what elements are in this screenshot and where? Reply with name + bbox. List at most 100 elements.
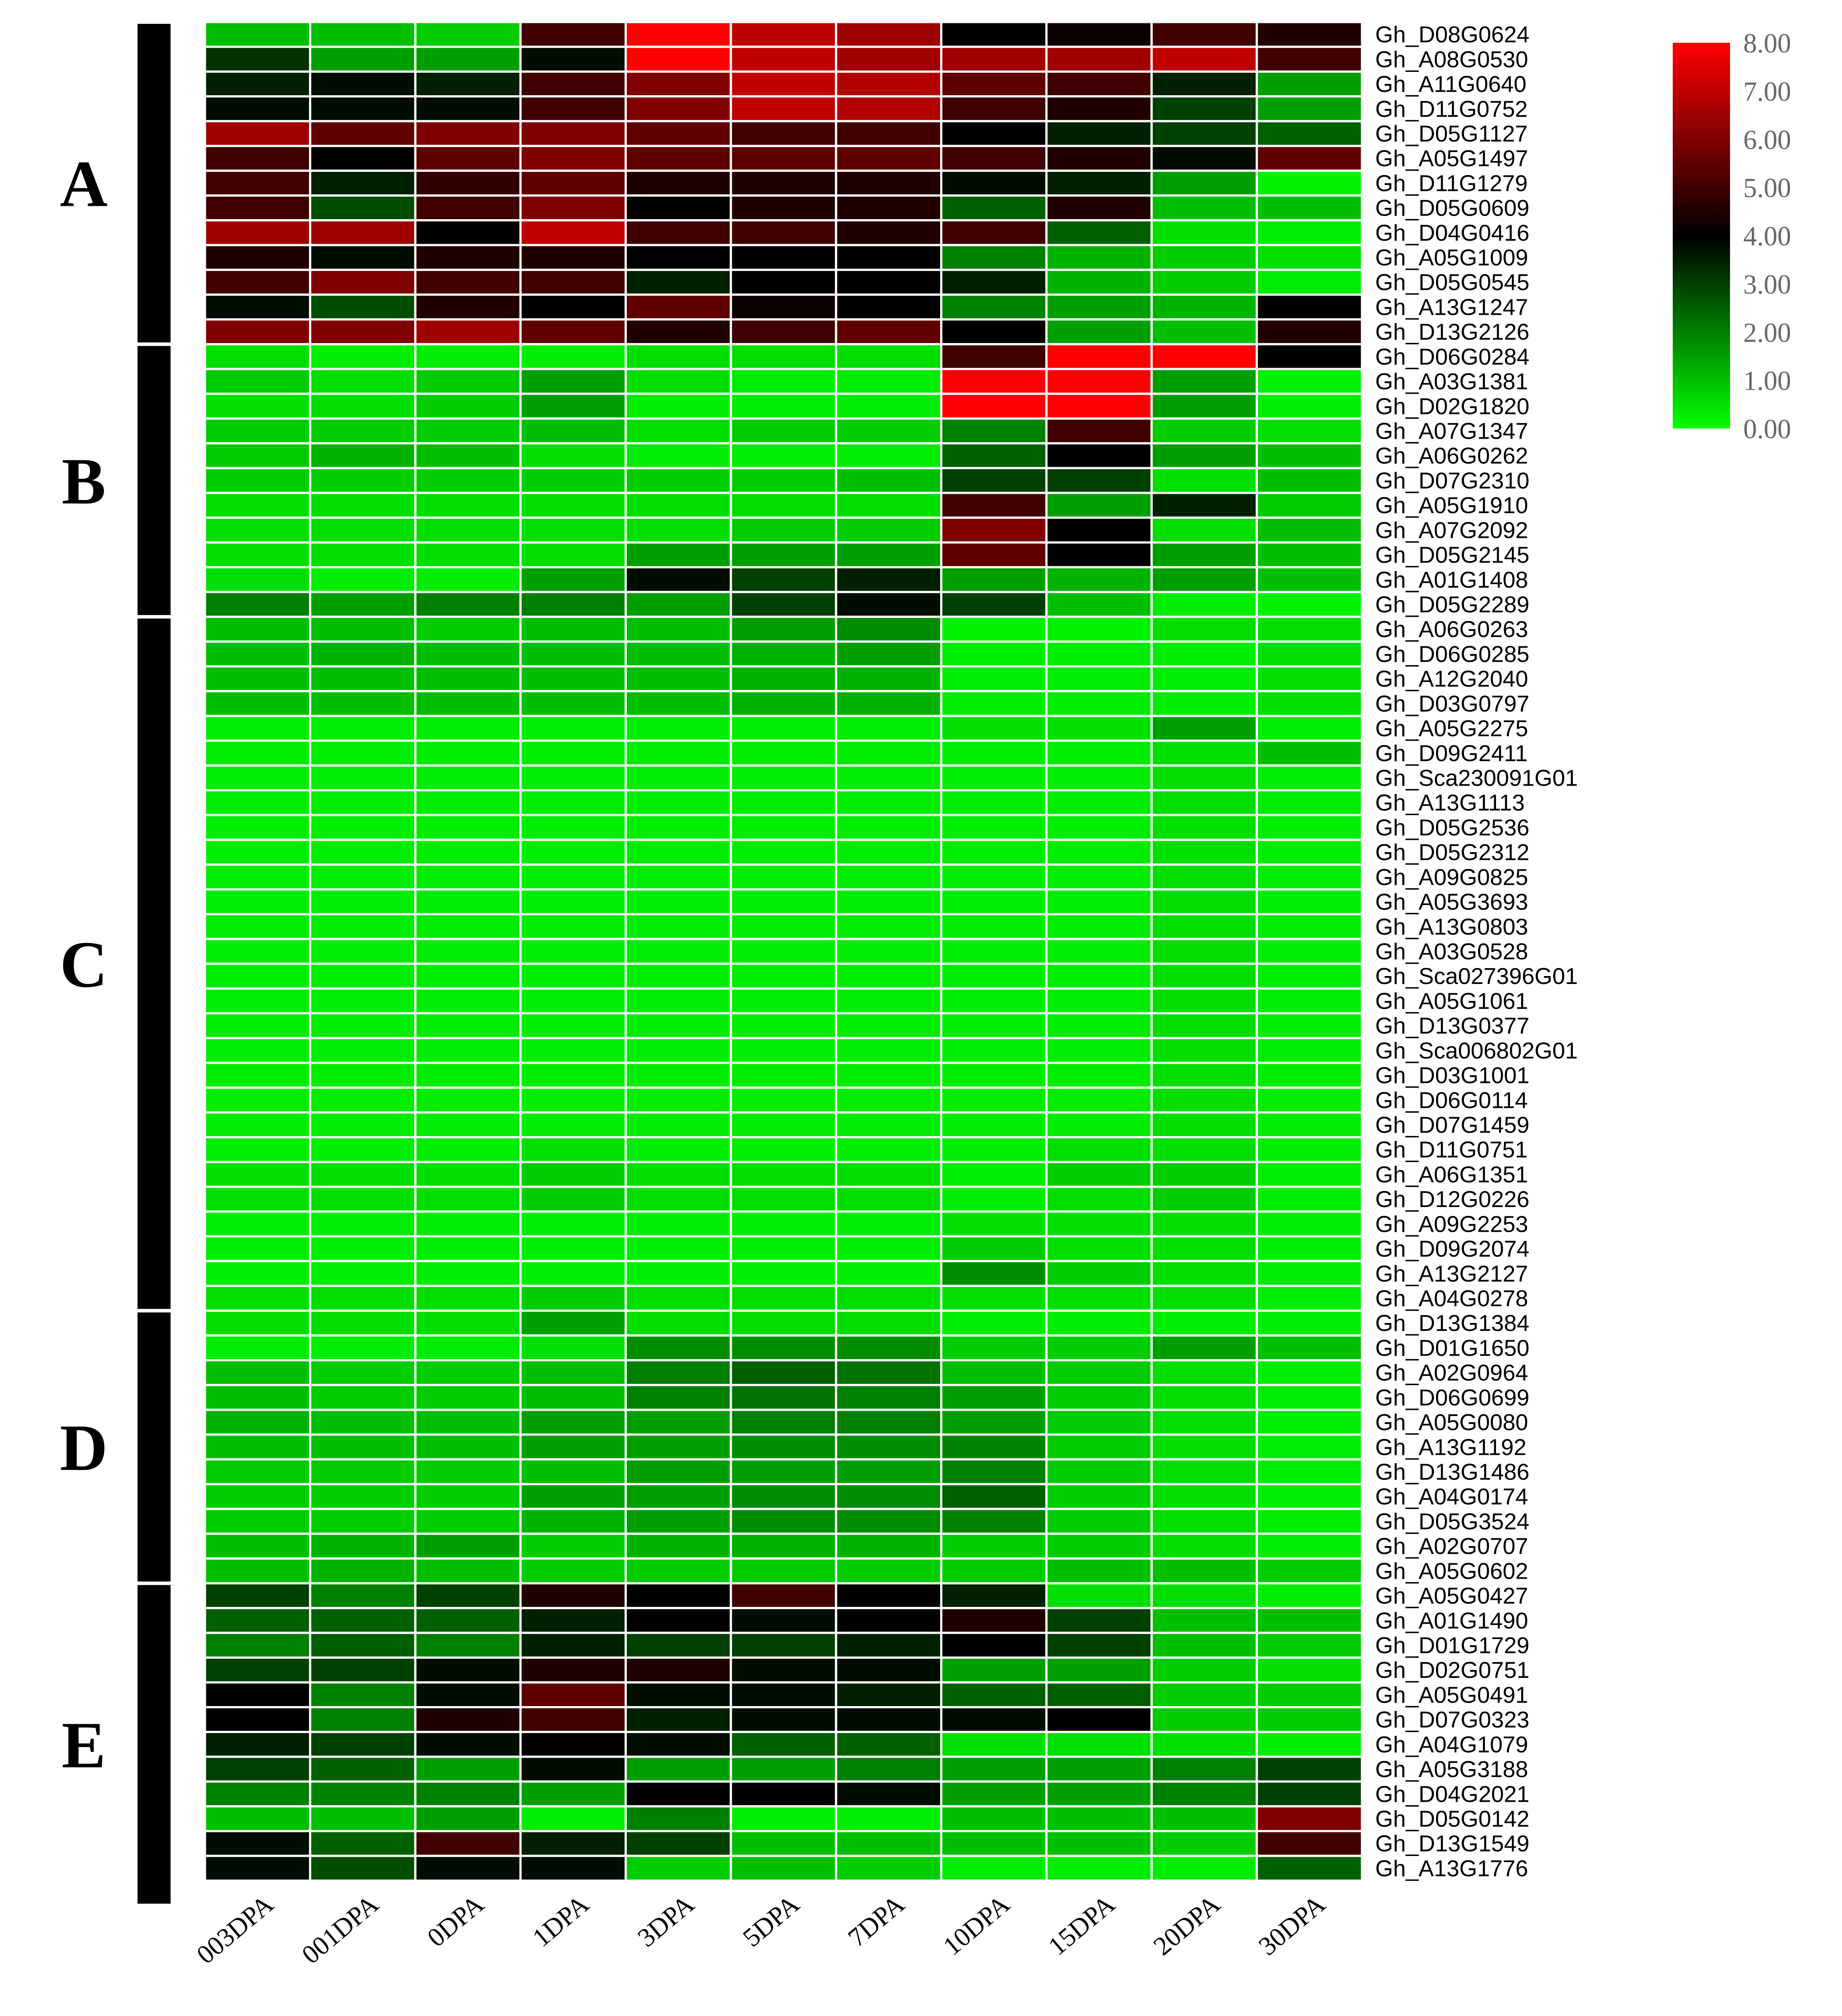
heatmap-cell [204,1681,312,1709]
heatmap-cell [729,268,837,296]
heatmap-cell [1255,938,1363,965]
row-label: Gh_A13G1247 [1375,294,1528,320]
heatmap-cell [309,1780,417,1807]
heatmap-cell [940,1656,1048,1684]
heatmap-cell [519,863,627,891]
heatmap-cell [729,1532,837,1560]
heatmap-cell [1150,640,1258,668]
heatmap-cell [519,492,627,519]
heatmap-cell [940,690,1048,717]
heatmap-cell [204,814,312,841]
heatmap-cell [204,194,312,222]
heatmap-cell [625,343,732,370]
heatmap-cell [1150,1161,1258,1188]
heatmap-cell [519,838,627,866]
heatmap-cell [309,95,417,123]
heatmap-cell [519,120,627,147]
heatmap-cell [1255,343,1363,370]
heatmap-cell [1045,467,1153,494]
heatmap-cell [204,145,312,172]
heatmap-cell [309,318,417,346]
heatmap-cell [519,194,627,222]
heatmap-cell [1255,293,1363,321]
heatmap-cell [940,739,1048,767]
heatmap-cell [1045,1086,1153,1114]
row-label: Gh_A02G0707 [1375,1534,1528,1559]
heatmap-cell [519,417,627,445]
heatmap-cell [519,1731,627,1758]
heatmap-cell [1045,219,1153,246]
heatmap-cell [414,1285,522,1312]
heatmap-cell [835,194,942,222]
heatmap-cell [1255,888,1363,916]
heatmap-cell [1150,1384,1258,1411]
heatmap-cell [309,1062,417,1089]
heatmap-cell [835,1731,942,1758]
heatmap-cell [625,21,732,48]
heatmap-cell [414,145,522,172]
heatmap-cell [625,1136,732,1163]
heatmap-cell [1045,1384,1153,1411]
heatmap-cell [1150,1780,1258,1807]
heatmap-cell [1045,1681,1153,1709]
heatmap-cell [625,1285,732,1312]
heatmap-cell [835,1508,942,1535]
heatmap-cell [940,1012,1048,1040]
heatmap-cell [414,615,522,643]
heatmap-cell [625,715,732,742]
heatmap-cell [729,1136,837,1163]
heatmap-cell [309,1359,417,1386]
heatmap-cell [1045,492,1153,519]
heatmap-cell [309,268,417,296]
heatmap-cell [940,987,1048,1015]
heatmap-cell [940,1384,1048,1411]
heatmap-cell [1045,591,1153,618]
heatmap-cell [1045,194,1153,222]
heatmap-cell [309,1185,417,1213]
row-label: Gh_D13G2126 [1375,320,1529,345]
heatmap-cell [625,1111,732,1139]
heatmap-cell [1255,1384,1363,1411]
row-label: Gh_D07G2310 [1375,468,1529,494]
heatmap-cell [1150,244,1258,271]
heatmap-cell [1150,1136,1258,1163]
heatmap-cell [519,1136,627,1163]
heatmap-cell [1045,1136,1153,1163]
heatmap-cell [1255,169,1363,197]
heatmap-cell [414,1805,522,1833]
heatmap-cell [625,293,732,321]
heatmap-cell [204,1309,312,1337]
heatmap-cell [625,665,732,693]
heatmap-cell [625,1656,732,1684]
heatmap-cell [309,814,417,841]
heatmap-cell [204,1210,312,1237]
heatmap-cell [835,1086,942,1114]
group-bar [138,24,171,343]
heatmap-cell [204,70,312,98]
heatmap-cell [835,368,942,395]
heatmap-cell [309,640,417,668]
heatmap-cell [204,888,312,916]
heatmap-cell [940,1681,1048,1709]
heatmap-cell [309,1111,417,1139]
heatmap-cell [1255,1210,1363,1237]
row-label: Gh_D08G0624 [1375,22,1529,48]
heatmap-cell [414,1632,522,1659]
heatmap-cell [414,1210,522,1237]
column-label: 5DPA [737,1889,805,1952]
heatmap-cell [835,1632,942,1659]
heatmap-cell [835,1830,942,1857]
heatmap-cell [835,1582,942,1610]
heatmap-cell [729,1755,837,1783]
heatmap-cell [1255,1830,1363,1857]
heatmap-cell [414,343,522,370]
heatmap-cell [729,169,837,197]
row-label: Gh_D06G0699 [1375,1385,1529,1411]
heatmap-cell [1255,1309,1363,1337]
heatmap-cell [519,987,627,1015]
heatmap-cell [204,1582,312,1610]
heatmap-cell [414,913,522,940]
heatmap-cell [204,764,312,792]
heatmap-cell [519,1433,627,1461]
heatmap-cell [204,1111,312,1139]
